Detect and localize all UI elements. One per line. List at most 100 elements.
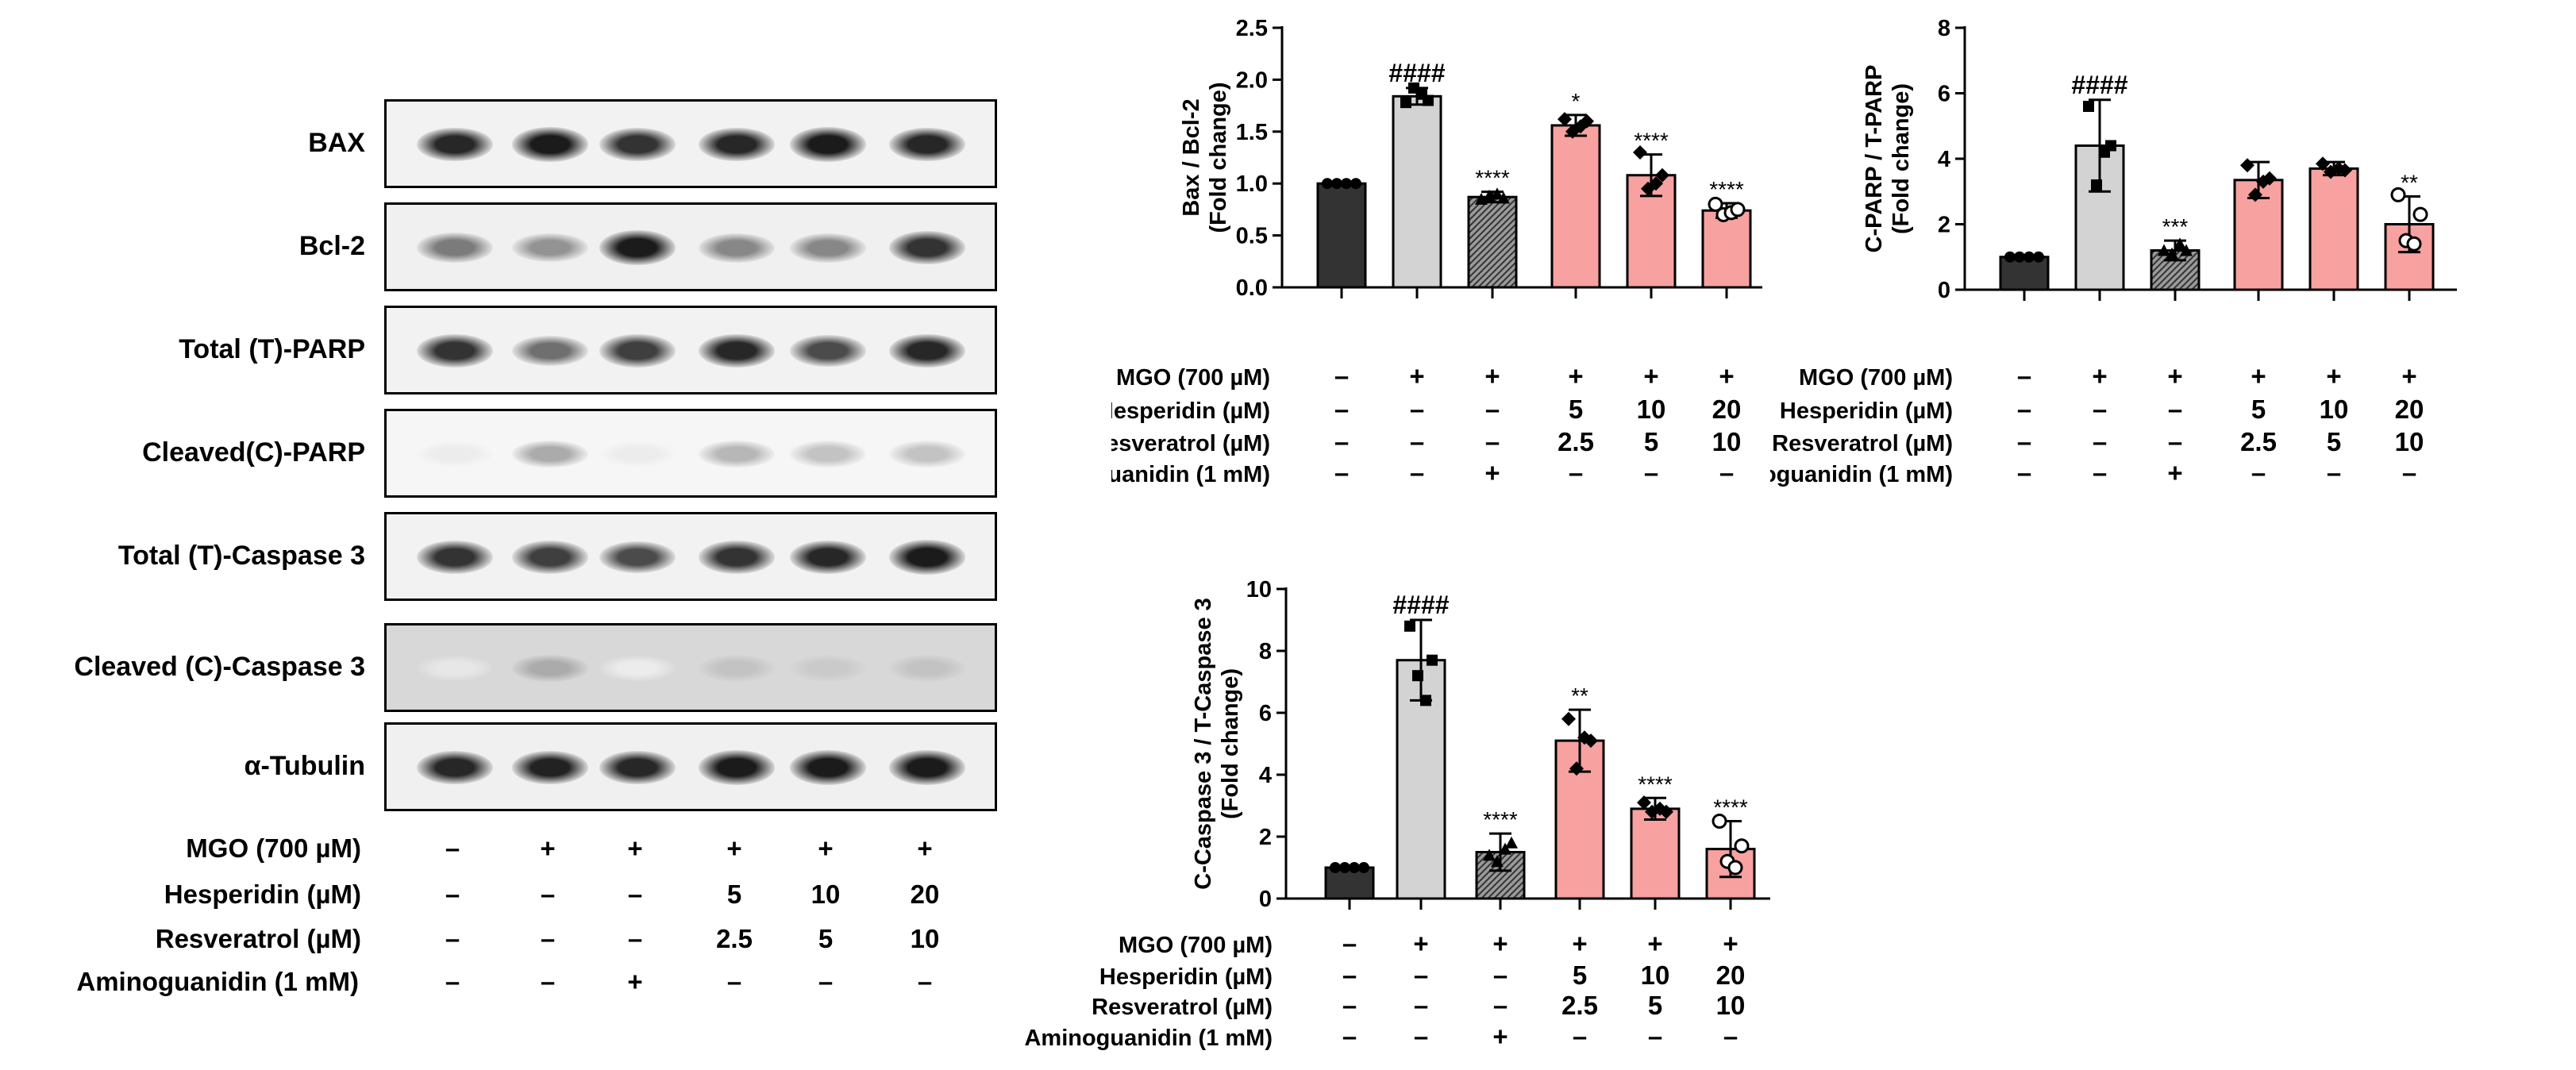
y-tick-label: 4 bbox=[1938, 147, 1950, 172]
y-tick-label: 0 bbox=[1259, 887, 1272, 912]
data-point bbox=[2316, 156, 2330, 171]
condition-value: 2.5 bbox=[2240, 427, 2277, 456]
condition-value: 10 bbox=[2320, 395, 2349, 424]
condition-value: + bbox=[1643, 361, 1658, 391]
condition-value: – bbox=[1342, 991, 1357, 1020]
condition-value: – bbox=[1342, 960, 1357, 990]
protein-band bbox=[417, 233, 493, 263]
condition-value: – bbox=[1334, 458, 1349, 487]
data-point bbox=[1322, 178, 1333, 190]
data-point bbox=[2033, 251, 2044, 263]
data-point bbox=[1491, 855, 1504, 868]
condition-value: – bbox=[1414, 960, 1428, 990]
y-tick-label: 4 bbox=[1259, 763, 1272, 788]
blot-condition-value: + bbox=[917, 833, 933, 863]
protein-band bbox=[417, 750, 493, 785]
y-tick-label: 0 bbox=[1938, 278, 1950, 303]
protein-band bbox=[512, 750, 588, 785]
blot-condition-value: 10 bbox=[811, 879, 841, 909]
significance-label: #### bbox=[1392, 591, 1449, 619]
protein-band bbox=[889, 441, 965, 468]
significance-label: **** bbox=[1713, 795, 1748, 820]
blot-membrane bbox=[384, 512, 997, 601]
condition-value: – bbox=[2402, 458, 2416, 487]
condition-label: Resveratrol (µM) bbox=[1111, 431, 1270, 456]
y-tick-label: 0.0 bbox=[1236, 275, 1268, 301]
protein-band bbox=[790, 127, 866, 162]
data-point bbox=[1633, 144, 1647, 160]
condition-value: + bbox=[1719, 361, 1734, 391]
condition-value: + bbox=[1572, 929, 1587, 958]
y-tick-label: 2 bbox=[1938, 213, 1950, 238]
protein-band bbox=[699, 750, 775, 785]
protein-band bbox=[417, 441, 493, 467]
condition-label: Hesperidin (µM) bbox=[1111, 398, 1270, 424]
protein-band bbox=[417, 334, 493, 368]
blot-condition-value: + bbox=[818, 833, 834, 863]
significance-label: #### bbox=[1388, 59, 1445, 87]
condition-value: – bbox=[1569, 458, 1583, 487]
blot-condition-value: – bbox=[627, 924, 643, 953]
protein-band bbox=[699, 440, 775, 468]
data-point bbox=[1423, 94, 1434, 106]
data-point bbox=[1475, 192, 1488, 205]
condition-label: Hesperidin (µM) bbox=[1780, 398, 1953, 424]
data-point bbox=[1655, 167, 1669, 183]
bar bbox=[1999, 256, 2050, 291]
condition-value: – bbox=[1493, 960, 1507, 990]
blot-condition-value: 20 bbox=[910, 879, 940, 909]
condition-value: 10 bbox=[1641, 960, 1670, 990]
condition-value: 5 bbox=[2327, 427, 2341, 456]
data-point bbox=[2083, 101, 2094, 112]
condition-value: – bbox=[2017, 427, 2031, 456]
condition-value: – bbox=[1723, 1022, 1738, 1051]
condition-value: + bbox=[1492, 1022, 1507, 1051]
data-point bbox=[2105, 140, 2116, 152]
protein-band bbox=[889, 750, 965, 785]
bar bbox=[1392, 94, 1442, 289]
condition-label: Aminoguanidin (1 mM) bbox=[1024, 1026, 1273, 1051]
blot-condition-value: 5 bbox=[818, 924, 834, 953]
condition-value: – bbox=[1485, 395, 1500, 424]
significance-label: **** bbox=[1638, 772, 1673, 796]
data-point bbox=[1412, 670, 1423, 682]
condition-value: – bbox=[1648, 1022, 1662, 1051]
blot-condition-value: – bbox=[540, 967, 556, 996]
data-point bbox=[2240, 158, 2254, 173]
y-tick-label: 8 bbox=[1938, 16, 1950, 41]
data-point bbox=[1561, 711, 1576, 726]
data-point bbox=[1569, 761, 1584, 776]
significance-label: **** bbox=[1709, 177, 1744, 202]
protein-band bbox=[417, 127, 493, 162]
significance-label: ** bbox=[1571, 683, 1588, 708]
condition-value: – bbox=[1334, 427, 1349, 456]
blot-row-label: α-Tubulin bbox=[244, 751, 365, 781]
condition-value: + bbox=[1492, 929, 1507, 958]
data-point bbox=[1727, 860, 1743, 876]
condition-value: 2.5 bbox=[1561, 991, 1598, 1020]
condition-value: – bbox=[1334, 395, 1349, 424]
bar bbox=[1550, 124, 1601, 289]
condition-value: 10 bbox=[1712, 427, 1742, 456]
protein-band bbox=[512, 233, 588, 263]
condition-value: 10 bbox=[2395, 427, 2424, 456]
condition-value: 10 bbox=[1716, 991, 1746, 1020]
condition-value: 2.5 bbox=[1558, 427, 1594, 456]
protein-band bbox=[790, 540, 866, 575]
data-point bbox=[1358, 862, 1369, 873]
protein-band bbox=[599, 750, 676, 785]
blot-condition-value: – bbox=[540, 924, 556, 953]
protein-band bbox=[790, 441, 866, 468]
data-point bbox=[1659, 804, 1673, 819]
condition-value: 20 bbox=[1712, 395, 1742, 424]
y-tick-label: 8 bbox=[1259, 639, 1272, 664]
data-point bbox=[1491, 187, 1504, 200]
data-point bbox=[2091, 179, 2102, 191]
condition-value: + bbox=[2167, 361, 2182, 391]
blot-condition-label: Resveratrol (µM) bbox=[155, 924, 361, 953]
y-tick-label: 2.0 bbox=[1236, 67, 1268, 93]
blot-row-label: Total (T)-Caspase 3 bbox=[117, 541, 365, 571]
data-point bbox=[1331, 178, 1342, 190]
